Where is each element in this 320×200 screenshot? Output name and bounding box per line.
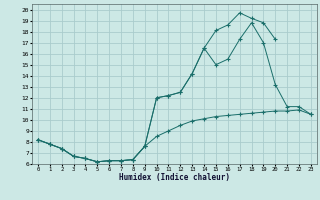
X-axis label: Humidex (Indice chaleur): Humidex (Indice chaleur) [119,173,230,182]
